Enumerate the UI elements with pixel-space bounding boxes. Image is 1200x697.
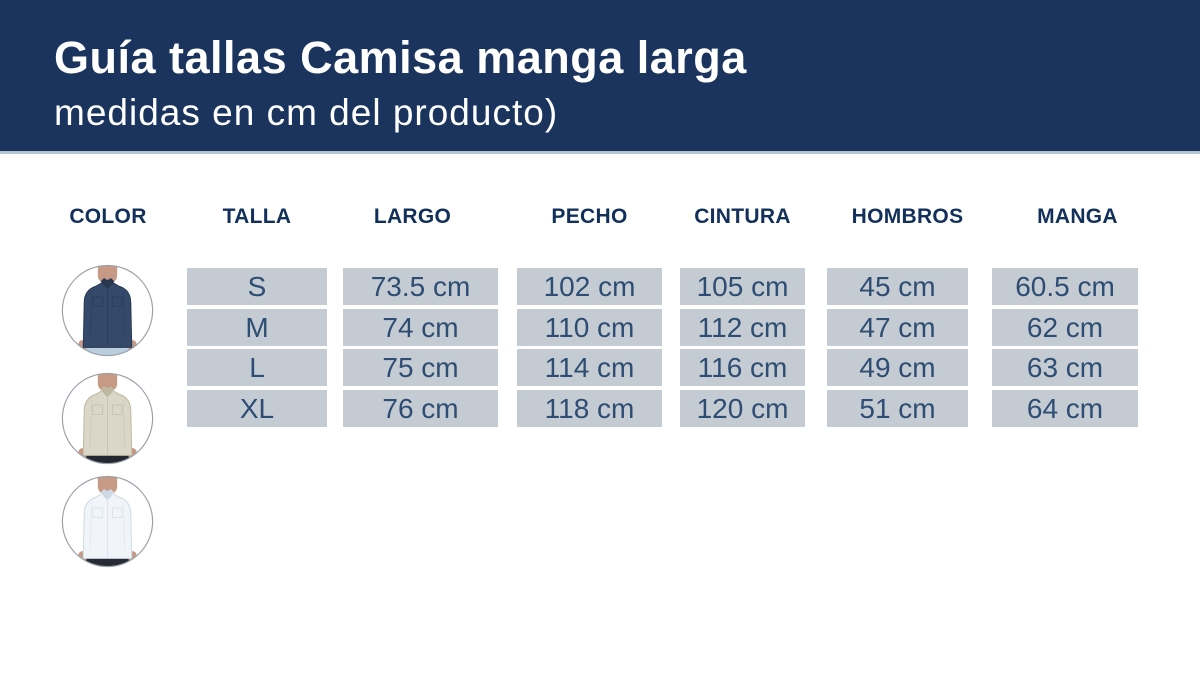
column-header-pecho: PECHO [551,205,628,228]
cell-size-l-talla: L [187,349,327,386]
cell-size-m-pecho: 110 cm [517,309,662,346]
navy-shirt-image [61,264,154,357]
cell-size-m-cintura: 112 cm [680,309,805,346]
beige-shirt-image [61,372,154,465]
column-header-manga: MANGA [1037,205,1118,228]
cell-size-m-talla: M [187,309,327,346]
cell-size-s-largo: 73.5 cm [343,268,498,305]
cell-size-s-talla: S [187,268,327,305]
cell-size-xl-largo: 76 cm [343,390,498,427]
cell-size-s-pecho: 102 cm [517,268,662,305]
column-header-color: COLOR [69,205,147,228]
page-subtitle: medidas en cm del producto) [54,92,559,133]
white-shirt-image [61,475,154,568]
cell-size-l-manga: 63 cm [992,349,1138,386]
cell-size-l-pecho: 114 cm [517,349,662,386]
column-header-cintura: CINTURA [694,205,791,228]
cell-size-l-hombros: 49 cm [827,349,968,386]
banner: Guía tallas Camisa manga larga medidas e… [0,0,1200,154]
column-header-hombros: HOMBROS [851,205,964,228]
cell-size-m-largo: 74 cm [343,309,498,346]
cell-size-xl-pecho: 118 cm [517,390,662,427]
product-photo-beige-shirt [59,370,156,467]
cell-size-l-cintura: 116 cm [680,349,805,386]
cell-size-l-largo: 75 cm [343,349,498,386]
cell-size-xl-hombros: 51 cm [827,390,968,427]
cell-size-xl-talla: XL [187,390,327,427]
product-photo-white-shirt [59,473,156,570]
cell-size-m-hombros: 47 cm [827,309,968,346]
cell-size-m-manga: 62 cm [992,309,1138,346]
cell-size-s-manga: 60.5 cm [992,268,1138,305]
page-title: Guía tallas Camisa manga larga [54,32,747,83]
cell-size-s-cintura: 105 cm [680,268,805,305]
cell-size-s-hombros: 45 cm [827,268,968,305]
product-photo-navy-shirt [59,262,156,359]
column-header-largo: LARGO [373,205,452,228]
cell-size-xl-cintura: 120 cm [680,390,805,427]
cell-size-xl-manga: 64 cm [992,390,1138,427]
column-header-talla: TALLA [222,205,292,228]
